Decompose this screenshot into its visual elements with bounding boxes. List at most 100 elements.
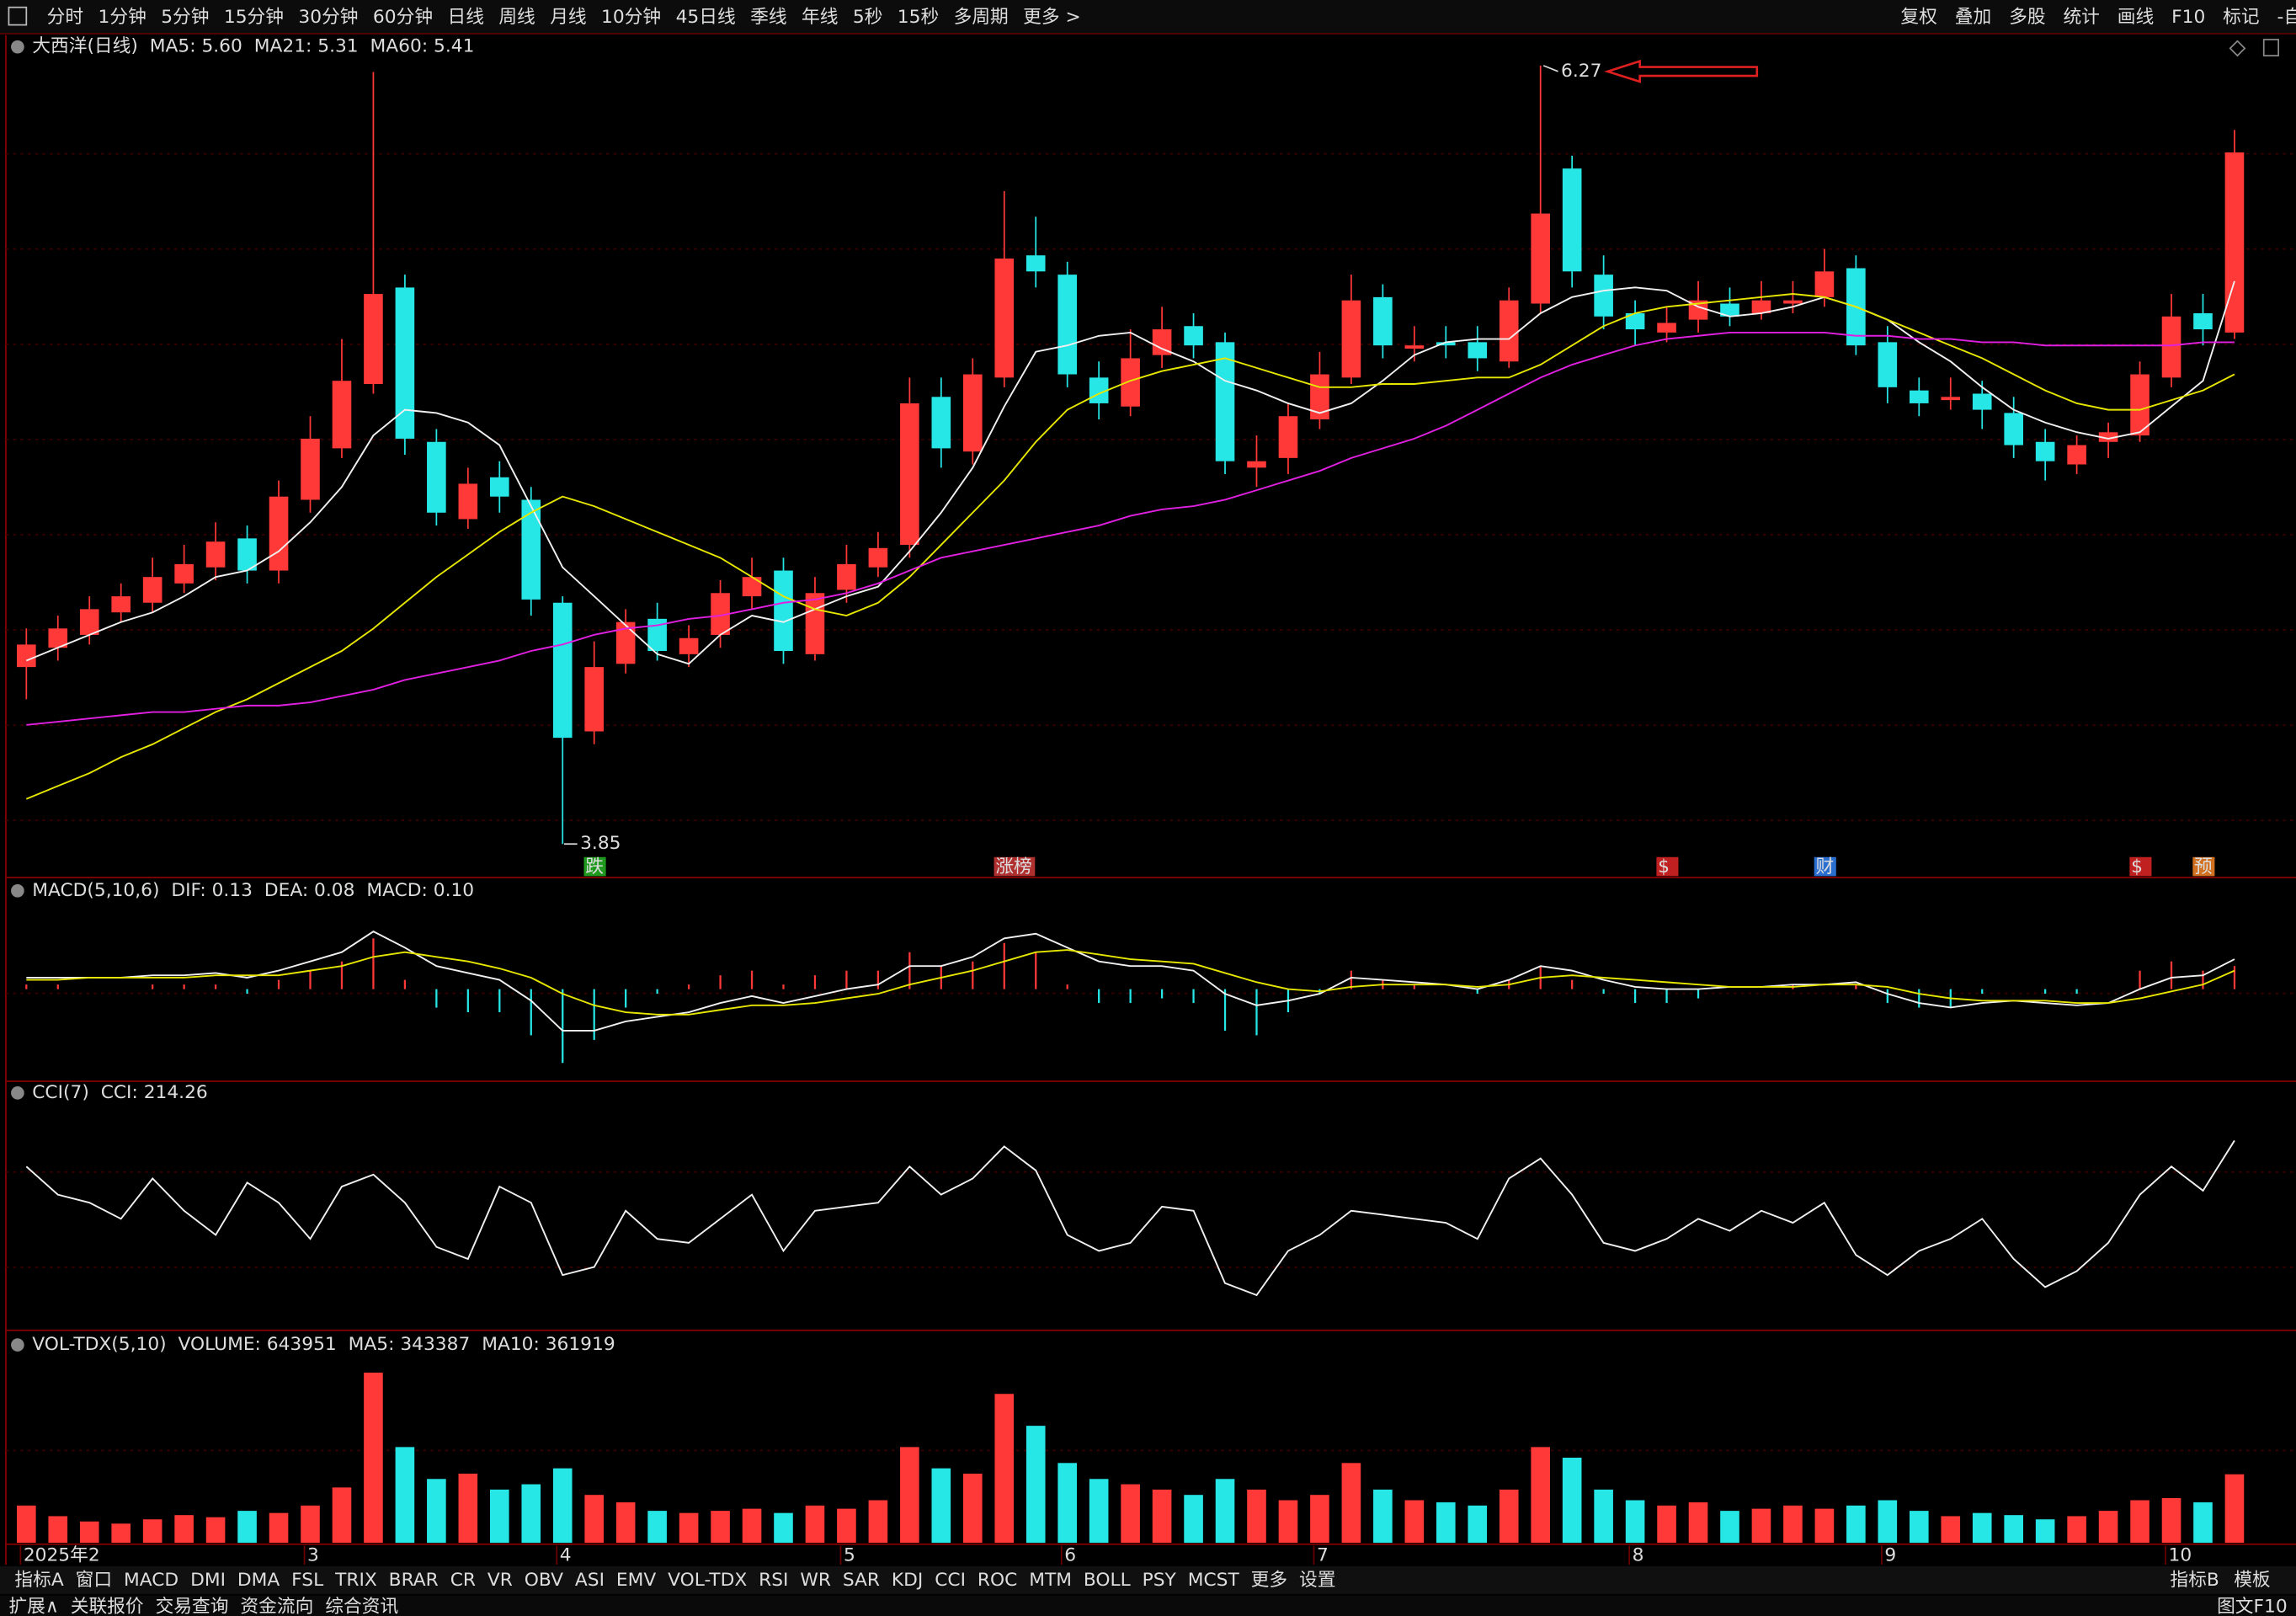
period-tab[interactable]: 年线 [802, 7, 838, 28]
period-tab[interactable]: 月线 [550, 7, 586, 28]
indicator-tab[interactable]: ASI [575, 1570, 605, 1591]
indicator-tab[interactable]: VR [487, 1570, 513, 1591]
candle-body [427, 441, 446, 513]
candle-body [962, 374, 983, 452]
candle-body [1562, 168, 1582, 272]
candle-body [742, 577, 762, 597]
candle-body [552, 602, 573, 739]
period-tab[interactable]: 季线 [750, 7, 786, 28]
diamond-icon[interactable] [2229, 40, 2246, 57]
period-tab[interactable]: 60分钟 [373, 7, 433, 28]
event-badge[interactable] [994, 856, 1036, 877]
event-badge[interactable] [2129, 856, 2152, 877]
volume-bar [489, 1489, 509, 1544]
collapse-icon[interactable] [11, 40, 24, 54]
tool-button[interactable]: 画线 [2118, 7, 2154, 28]
volume-bar [2004, 1515, 2023, 1544]
indicator-tab[interactable]: BRAR [389, 1570, 439, 1591]
period-tab[interactable]: 周线 [498, 7, 535, 28]
bottom-link[interactable]: 交易查询 [156, 1597, 229, 1616]
indicator-tab[interactable]: TRIX [334, 1570, 377, 1591]
indicator-tab[interactable]: BOLL [1084, 1570, 1131, 1591]
volume-bar [1247, 1489, 1266, 1544]
indicator-tab[interactable]: FSL [291, 1570, 323, 1591]
collapse-icon[interactable] [11, 1086, 24, 1100]
panel-icon[interactable] [2262, 39, 2279, 56]
indicator-tab[interactable]: DMI [190, 1570, 226, 1591]
period-tab[interactable]: 更多 > [1023, 7, 1081, 28]
indicator-tab[interactable]: 更多 [1251, 1570, 1287, 1591]
candle-body [1625, 312, 1645, 330]
candle-body [332, 381, 352, 449]
volume-bar [1720, 1511, 1739, 1544]
tool-button[interactable]: 叠加 [1955, 7, 1991, 28]
indicator-tab[interactable]: CR [450, 1570, 476, 1591]
indicator-tab[interactable]: 设置 [1299, 1570, 1335, 1591]
period-tab[interactable]: 45日线 [676, 7, 736, 28]
bottom-link[interactable]: 图文F10 [2217, 1597, 2288, 1616]
bottom-link[interactable]: 资金流向 [240, 1597, 313, 1616]
template-tab[interactable]: 指标B [2170, 1570, 2219, 1591]
tool-button[interactable]: 统计 [2063, 7, 2099, 28]
tool-button[interactable]: 标记 [2223, 7, 2259, 28]
indicator-tab[interactable]: VOL-TDX [668, 1570, 747, 1591]
volume-bar [647, 1511, 667, 1544]
event-badge[interactable] [1656, 856, 1679, 877]
period-tab[interactable]: 分时 [47, 7, 83, 28]
panel-grid [5, 152, 2296, 1452]
tool-button[interactable]: 复权 [1900, 7, 1937, 28]
candle-body [205, 541, 226, 568]
period-tab[interactable]: 5分钟 [161, 7, 209, 28]
period-tab[interactable]: 日线 [447, 7, 483, 28]
tool-button[interactable]: 多股 [2009, 7, 2045, 28]
candle-body [1909, 390, 1929, 403]
collapse-icon[interactable] [11, 883, 24, 898]
indicator-tab[interactable]: ROC [978, 1570, 1017, 1591]
volume-bar [269, 1512, 289, 1544]
indicator-tab[interactable]: KDJ [892, 1570, 923, 1591]
tool-button[interactable]: F10 [2171, 7, 2205, 28]
indicator-tab[interactable]: 窗口 [76, 1570, 112, 1591]
period-tab[interactable]: 30分钟 [298, 7, 358, 28]
candle-body [584, 667, 605, 732]
volume-bar [2035, 1519, 2055, 1544]
indicator-tab[interactable]: CCI [935, 1570, 966, 1591]
tool-button[interactable]: -自选 [2277, 7, 2296, 28]
indicator-tab[interactable]: RSI [759, 1570, 788, 1591]
period-tab[interactable]: 15秒 [898, 7, 939, 28]
bottom-link[interactable]: 关联报价 [71, 1597, 144, 1616]
indicator-tab[interactable]: DMA [237, 1570, 280, 1591]
indicator-tab[interactable]: 指标A [14, 1570, 63, 1591]
event-badge[interactable] [583, 856, 606, 877]
period-tab[interactable]: 10分钟 [601, 7, 661, 28]
period-tab[interactable]: 15分钟 [224, 7, 284, 28]
indicator-tab[interactable]: EMV [616, 1570, 656, 1591]
indicator-tab[interactable]: MTM [1029, 1570, 1072, 1591]
template-tab[interactable]: 模板 [2234, 1570, 2270, 1591]
indicator-tab[interactable]: MCST [1188, 1570, 1240, 1591]
candle-body [1657, 323, 1676, 333]
indicator-tab[interactable]: WR [800, 1570, 831, 1591]
period-tab[interactable]: 1分钟 [99, 7, 146, 28]
legend-entry: MA21: 5.31 [254, 36, 359, 57]
bottom-link[interactable]: 扩展∧ [8, 1597, 58, 1616]
candle-body [79, 609, 99, 635]
event-badge[interactable] [1814, 856, 1836, 877]
volume-bar [1057, 1463, 1078, 1544]
candle-body [679, 637, 699, 654]
indicator-tab[interactable]: PSY [1143, 1570, 1177, 1591]
event-label: 跌 [585, 856, 604, 877]
volume-bar [805, 1505, 825, 1544]
indicator-tab[interactable]: SAR [843, 1570, 880, 1591]
collapse-icon[interactable] [11, 1338, 24, 1352]
indicator-tab[interactable]: OBV [525, 1570, 563, 1591]
bottom-link[interactable]: 综合资讯 [325, 1597, 398, 1616]
event-badge[interactable] [2192, 856, 2215, 877]
bottom-bar [0, 1595, 2296, 1616]
indicator-tab[interactable]: MACD [124, 1570, 178, 1591]
period-tab[interactable]: 5秒 [853, 7, 883, 28]
volume-bar [301, 1505, 320, 1544]
period-tab[interactable]: 多周期 [954, 7, 1009, 28]
candle-body [458, 483, 478, 520]
menu-icon[interactable] [8, 6, 28, 26]
